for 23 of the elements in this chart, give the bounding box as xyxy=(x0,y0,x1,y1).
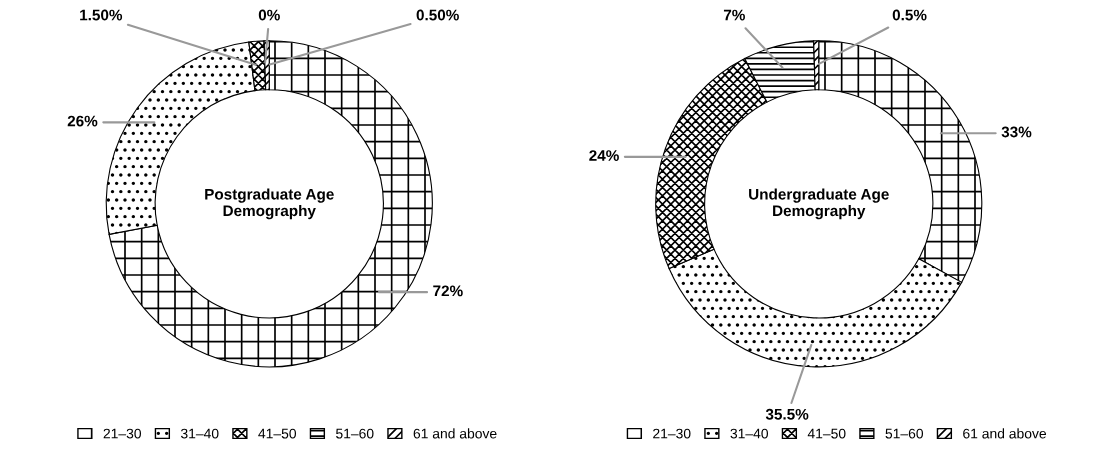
donut-slice xyxy=(108,40,433,368)
data-label: 0.5% xyxy=(892,9,927,21)
data-label: 7% xyxy=(723,9,745,21)
legend-label: 31–40 xyxy=(180,428,219,439)
legend-label: 41–50 xyxy=(807,428,846,439)
legend-label: 61 and above xyxy=(413,428,497,439)
legend-label: 51–60 xyxy=(336,428,374,439)
legend-label: 21–30 xyxy=(103,428,142,439)
legend-label: 51–60 xyxy=(885,428,924,439)
data-label: 26% xyxy=(67,115,98,127)
text: 0% xyxy=(258,9,280,21)
data-label: 24% xyxy=(589,150,619,161)
legend-label: 61 and above xyxy=(963,428,1047,439)
legend-label: 21–30 xyxy=(653,428,691,439)
text: Postgraduate Age Demography xyxy=(205,188,334,220)
data-label: 72% xyxy=(433,285,463,297)
data-label: 33% xyxy=(1001,126,1032,138)
data-label: 35.5% xyxy=(765,408,809,420)
legend-label: 31–40 xyxy=(730,428,769,439)
data-label: 0.50% xyxy=(416,9,459,21)
legend-label: 41–50 xyxy=(258,428,297,439)
data-label: 1.50% xyxy=(80,9,123,21)
text: Undergraduate Age Demography xyxy=(749,188,889,220)
